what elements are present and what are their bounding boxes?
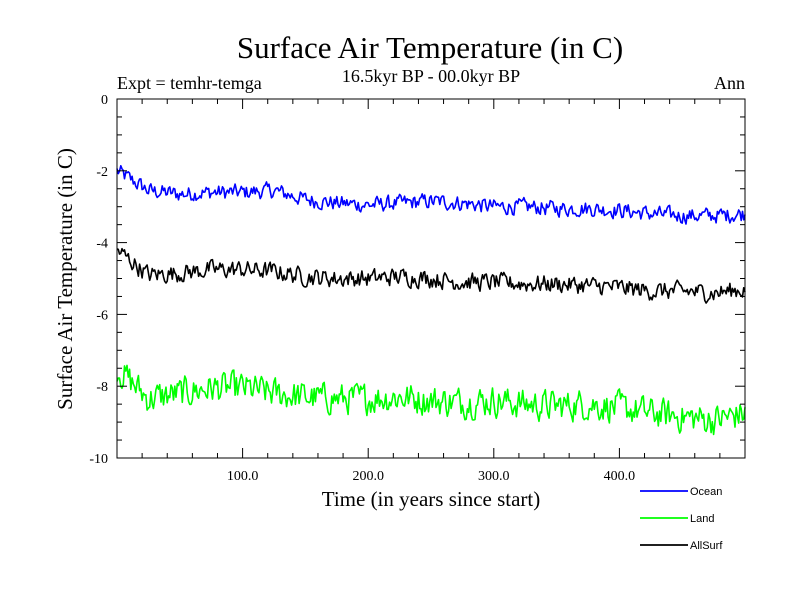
- y-tick-label: -8: [96, 380, 108, 395]
- x-tick-label: 200.0: [352, 469, 384, 484]
- y-axis-label: Surface Air Temperature (in C): [53, 148, 77, 410]
- y-tick-label: -10: [89, 452, 108, 467]
- plot-area: [116, 165, 746, 436]
- legend-label-land: Land: [690, 513, 714, 525]
- legend: Ocean Land AllSurf: [640, 486, 723, 552]
- y-tick-label: 0: [101, 93, 108, 108]
- series-line-land: [116, 364, 746, 436]
- y-tick-label: -6: [96, 308, 108, 323]
- legend-label-allsurf: AllSurf: [690, 540, 723, 552]
- x-tick-label: 100.0: [227, 469, 259, 484]
- chart-subtitle: 16.5kyr BP - 00.0kyr BP: [342, 66, 520, 86]
- series-line-allsurf: [116, 247, 746, 304]
- legend-label-ocean: Ocean: [690, 486, 722, 498]
- axes: 100.0 200.0 300.0 400.0 0 -2 -4 -6 -8 -10: [89, 93, 745, 484]
- y-tick-label: -2: [96, 165, 108, 180]
- x-tick-label: 400.0: [604, 469, 636, 484]
- y-tick-label: -4: [96, 237, 108, 252]
- chart-title: Surface Air Temperature (in C): [237, 30, 623, 65]
- x-tick-label: 300.0: [478, 469, 510, 484]
- season-label: Ann: [714, 73, 745, 93]
- experiment-label: Expt = temhr-temga: [117, 73, 262, 93]
- x-axis-label: Time (in years since start): [322, 487, 541, 511]
- series-line-ocean: [116, 165, 746, 225]
